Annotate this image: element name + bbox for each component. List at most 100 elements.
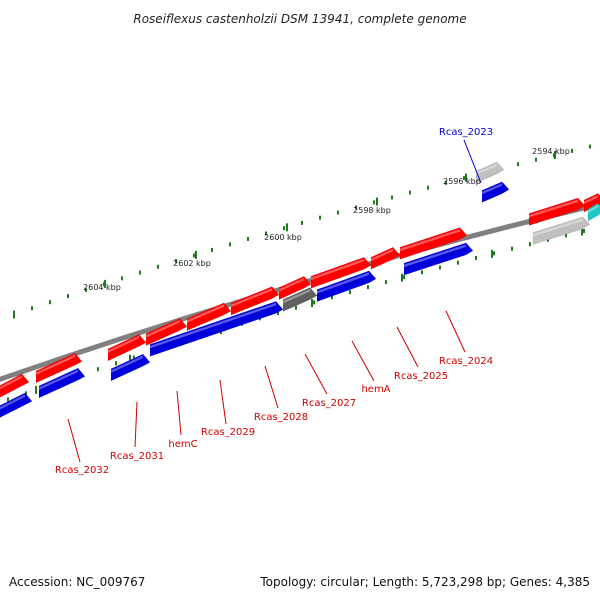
leader-line bbox=[445, 310, 466, 353]
minor-tick bbox=[265, 231, 267, 236]
minor-tick bbox=[529, 242, 531, 247]
gene-reverse bbox=[403, 242, 474, 276]
minor-tick bbox=[355, 205, 357, 210]
gene-reverse bbox=[38, 367, 86, 399]
minor-tick bbox=[373, 200, 375, 205]
leader-line bbox=[67, 418, 81, 463]
gene-forward-shine bbox=[146, 319, 180, 338]
gene-label-rcas-2029: Rcas_2029 bbox=[201, 427, 255, 438]
gene-forward bbox=[528, 197, 586, 226]
minor-tick bbox=[247, 236, 249, 241]
gene-label-rcas-2032: Rcas_2032 bbox=[55, 465, 109, 476]
minor-tick bbox=[121, 276, 123, 281]
major-tick bbox=[491, 249, 493, 258]
minor-tick bbox=[277, 310, 279, 315]
major-tick bbox=[104, 279, 106, 288]
minor-tick bbox=[337, 210, 339, 215]
genome-summary-text: Topology: circular; Length: 5,723,298 bp… bbox=[259, 575, 590, 589]
gene-track bbox=[0, 161, 600, 418]
major-tick bbox=[13, 310, 15, 319]
gene-label-rcas-2027: Rcas_2027 bbox=[302, 398, 356, 409]
leader-line bbox=[463, 139, 482, 184]
gene-reverse-shine bbox=[0, 394, 25, 410]
minor-tick bbox=[403, 275, 405, 280]
gene-forward bbox=[35, 352, 83, 384]
minor-tick bbox=[193, 253, 195, 258]
gene-label-rcas-2025: Rcas_2025 bbox=[394, 371, 448, 382]
gene-forward bbox=[278, 275, 312, 301]
minor-tick bbox=[493, 251, 495, 256]
major-tick bbox=[35, 385, 37, 394]
minor-tick bbox=[49, 300, 51, 305]
minor-tick bbox=[319, 215, 321, 220]
minor-tick bbox=[97, 367, 99, 372]
gene-reverse bbox=[481, 181, 510, 203]
gene-forward bbox=[583, 193, 600, 213]
major-tick bbox=[195, 250, 197, 259]
tick-label-2602: 2602 kbp bbox=[173, 259, 211, 268]
gene-other bbox=[587, 203, 600, 222]
major-tick bbox=[465, 173, 467, 182]
leader-line bbox=[264, 365, 279, 409]
gene-forward bbox=[0, 373, 30, 398]
minor-tick bbox=[475, 255, 477, 260]
label-leaders bbox=[67, 139, 482, 463]
gene-forward bbox=[107, 334, 147, 362]
gene-reverse bbox=[0, 392, 33, 418]
major-tick bbox=[311, 299, 313, 308]
gene-forward-shine bbox=[108, 335, 139, 353]
major-tick bbox=[286, 223, 288, 232]
tick-label-2600: 2600 kbp bbox=[264, 233, 302, 242]
minor-tick bbox=[463, 176, 465, 181]
gene-other-shine bbox=[588, 204, 598, 214]
minor-tick bbox=[25, 391, 27, 396]
minor-tick bbox=[7, 397, 9, 402]
gene-forward-shine bbox=[584, 194, 598, 204]
minor-tick bbox=[115, 361, 117, 366]
gene-label-hemc: hemC bbox=[168, 439, 197, 450]
gene-pseudo bbox=[282, 287, 318, 312]
minor-tick bbox=[85, 288, 87, 293]
minor-tick bbox=[157, 264, 159, 269]
minor-tick bbox=[409, 190, 411, 195]
minor-tick bbox=[583, 228, 585, 233]
gene-reverse-shine bbox=[317, 272, 369, 294]
tick-label-2594: 2594 kbp bbox=[532, 147, 570, 156]
gene-forward bbox=[310, 256, 372, 289]
gene-forward bbox=[186, 302, 232, 332]
minor-tick bbox=[67, 294, 69, 299]
minor-tick bbox=[445, 180, 447, 185]
gene-reverse-shine bbox=[482, 183, 502, 195]
minor-tick bbox=[367, 285, 369, 290]
gene-reverse-shine bbox=[150, 302, 276, 349]
gene-reverse bbox=[110, 353, 151, 382]
minor-tick bbox=[175, 259, 177, 264]
tick-label-2598: 2598 kbp bbox=[353, 206, 391, 215]
gene-rna bbox=[475, 161, 505, 184]
gene-rna-shine bbox=[476, 163, 497, 175]
minor-tick bbox=[133, 355, 135, 360]
gene-label-rcas-2031: Rcas_2031 bbox=[110, 451, 164, 462]
leader-line bbox=[396, 326, 419, 368]
gene-label-hema: hemA bbox=[361, 384, 390, 395]
tick-label-2604: 2604 kbp bbox=[83, 283, 121, 292]
major-tick bbox=[554, 151, 556, 160]
minor-tick bbox=[229, 242, 231, 247]
gene-forward-shine bbox=[231, 288, 272, 308]
minor-tick bbox=[295, 305, 297, 310]
gene-forward-shine bbox=[311, 258, 364, 281]
map-title: Roseiflexus castenholzii DSM 13941, comp… bbox=[133, 12, 466, 26]
gene-label-rcas-2023: Rcas_2023 bbox=[439, 127, 493, 138]
minor-tick bbox=[139, 270, 141, 275]
gene-forward bbox=[230, 286, 280, 316]
minor-tick bbox=[571, 148, 573, 153]
gene-forward-shine bbox=[36, 354, 75, 375]
tick-label-2596: 2596 kbp bbox=[443, 177, 481, 186]
minor-tick bbox=[421, 270, 423, 275]
minor-tick bbox=[511, 246, 513, 251]
minor-tick bbox=[211, 247, 213, 252]
gene-reverse bbox=[149, 301, 284, 357]
major-tick bbox=[581, 227, 583, 236]
minor-tick bbox=[427, 185, 429, 190]
